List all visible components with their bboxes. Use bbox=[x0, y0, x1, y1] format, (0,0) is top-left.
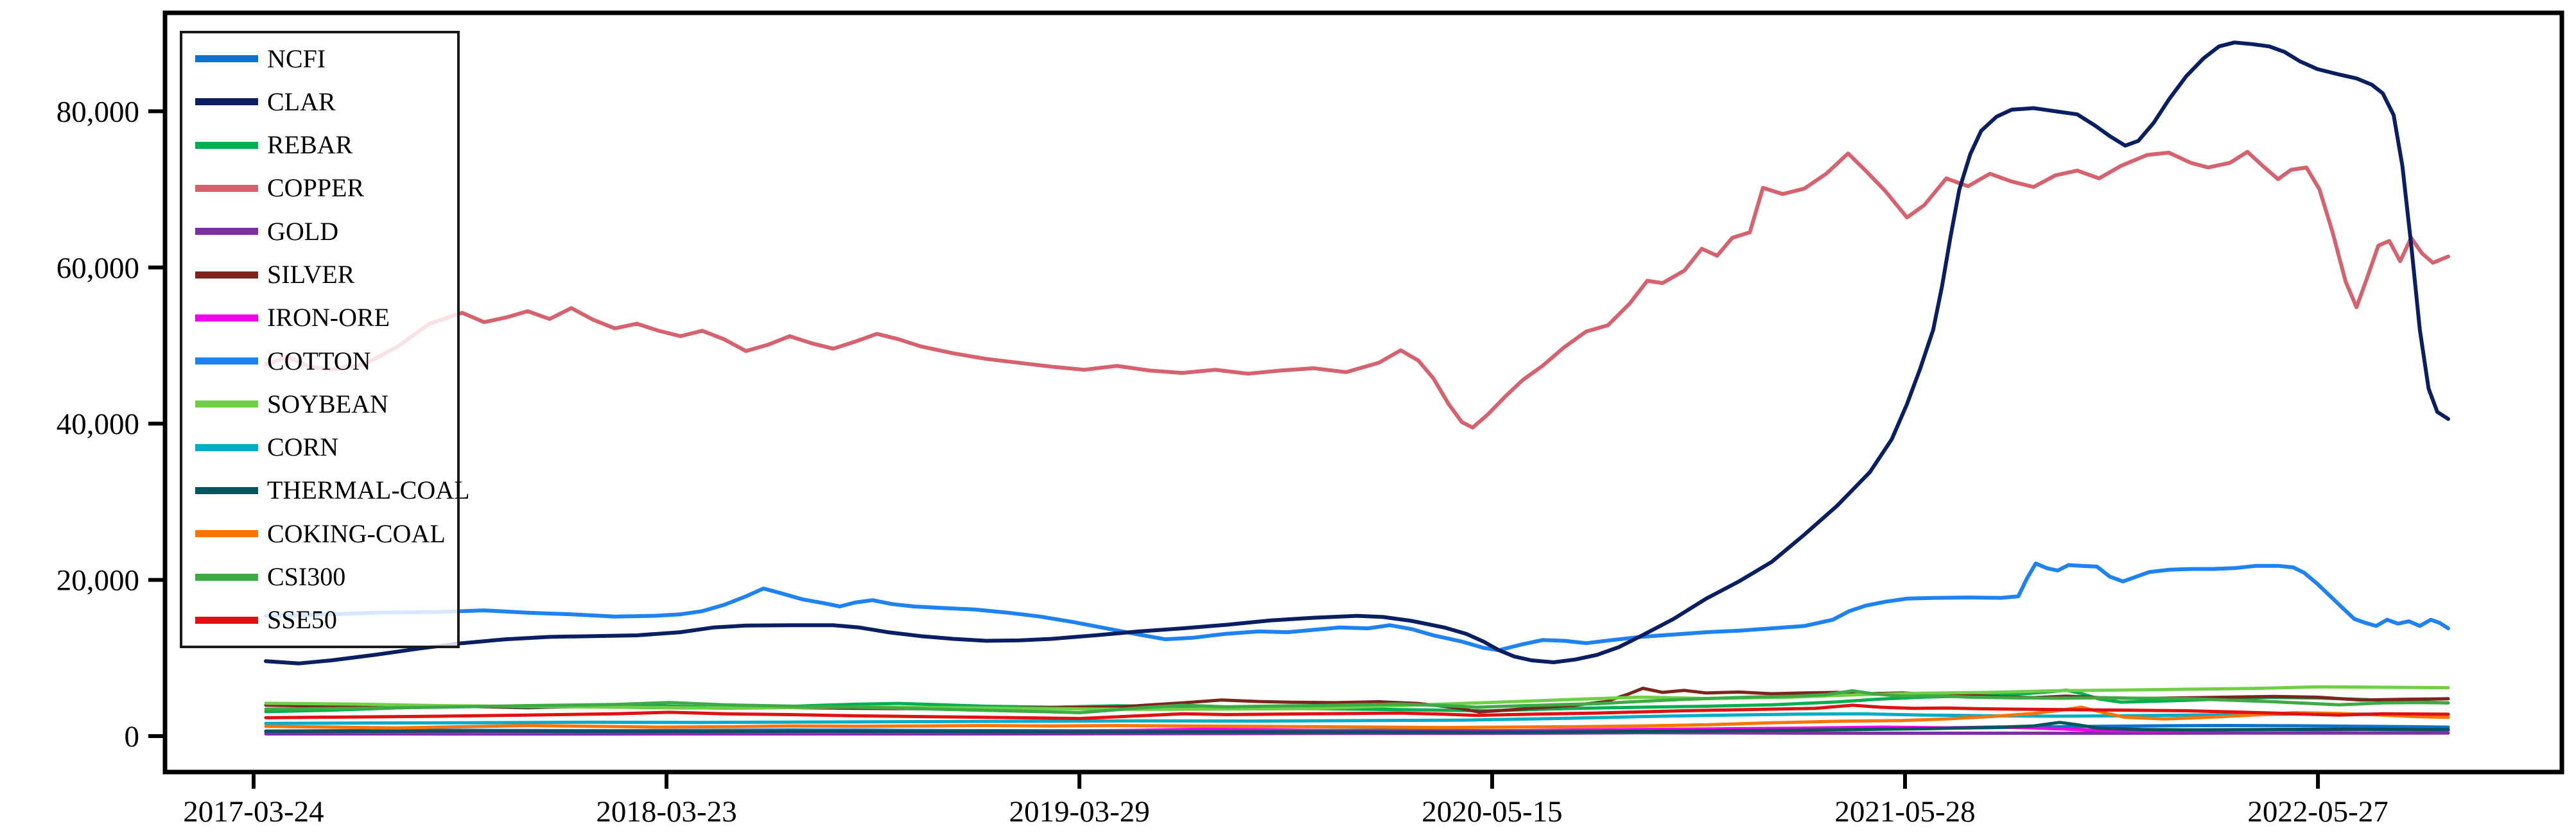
legend: NCFI CLAR REBAR COPPER GOLD SILVER IRON-ORE COT… bbox=[180, 31, 470, 648]
legend-label-soybean: SOYBEAN bbox=[267, 389, 388, 418]
legend-swatch-ncfi bbox=[195, 55, 258, 63]
legend-item-sse50: SSE50 bbox=[195, 599, 451, 640]
x-tick-label-1: 2018-03-23 bbox=[596, 795, 736, 829]
x-tick-label-5: 2022-05-27 bbox=[2247, 795, 2388, 829]
legend-item-iron-ore: IRON-ORE bbox=[195, 297, 451, 338]
legend-item-clar: CLAR bbox=[195, 82, 451, 123]
legend-label-copper: COPPER bbox=[267, 173, 365, 203]
legend-item-silver: SILVER bbox=[195, 254, 451, 295]
y-tick-label-1: 20,000 bbox=[57, 564, 139, 597]
y-tick-label-2: 40,000 bbox=[57, 408, 139, 441]
series-line-clar bbox=[264, 40, 2450, 666]
legend-item-gold: GOLD bbox=[195, 211, 451, 252]
legend-item-soybean: SOYBEAN bbox=[195, 384, 451, 425]
y-tick-label-3: 60,000 bbox=[57, 252, 139, 285]
legend-swatch-silver bbox=[195, 271, 258, 279]
legend-item-csi300: CSI300 bbox=[195, 556, 451, 597]
legend-item-coking-coal: COKING-COAL bbox=[195, 513, 451, 554]
x-tick-label-4: 2021-05-28 bbox=[1834, 795, 1975, 829]
legend-label-iron-ore: IRON-ORE bbox=[267, 303, 390, 332]
series-line-csi300 bbox=[264, 689, 2450, 714]
series-line-coking-coal bbox=[264, 705, 2450, 730]
legend-label-rebar: REBAR bbox=[267, 130, 353, 160]
legend-item-ncfi: NCFI bbox=[195, 39, 451, 80]
legend-swatch-clar bbox=[195, 98, 258, 106]
legend-item-rebar: REBAR bbox=[195, 125, 451, 166]
legend-label-thermal-coal: THERMAL-COAL bbox=[267, 476, 470, 505]
series-line-soybean bbox=[264, 685, 2450, 711]
legend-item-corn: CORN bbox=[195, 427, 451, 468]
legend-swatch-cotton bbox=[195, 357, 258, 365]
legend-label-csi300: CSI300 bbox=[267, 562, 346, 592]
x-tick-label-0: 2017-03-24 bbox=[183, 795, 324, 829]
x-tick-label-3: 2020-05-15 bbox=[1422, 795, 1562, 829]
legend-swatch-rebar bbox=[195, 141, 258, 149]
series-line-thermal-coal bbox=[264, 721, 2450, 734]
series-lines bbox=[264, 40, 2450, 736]
legend-swatch-gold bbox=[195, 228, 258, 236]
legend-swatch-copper bbox=[195, 184, 258, 192]
x-tick-label-2: 2019-03-29 bbox=[1009, 795, 1149, 829]
legend-item-thermal-coal: THERMAL-COAL bbox=[195, 470, 470, 511]
legend-label-clar: CLAR bbox=[267, 87, 336, 116]
series-line-sse50 bbox=[264, 703, 2450, 721]
legend-swatch-soybean bbox=[195, 400, 258, 408]
plot-border bbox=[162, 10, 2564, 775]
axes: 2017-03-24 2018-03-23 2019-03-29 2020-05-15… bbox=[57, 10, 2564, 829]
legend-swatch-sse50 bbox=[195, 616, 258, 624]
legend-swatch-coking-coal bbox=[195, 530, 258, 538]
legend-label-cotton: COTTON bbox=[267, 346, 371, 375]
legend-label-sse50: SSE50 bbox=[267, 605, 337, 635]
legend-label-ncfi: NCFI bbox=[267, 44, 326, 73]
legend-swatch-corn bbox=[195, 443, 258, 451]
series-line-cotton bbox=[264, 562, 2450, 653]
legend-label-silver: SILVER bbox=[267, 260, 355, 289]
legend-label-coking-coal: COKING-COAL bbox=[267, 519, 446, 548]
series-line-copper bbox=[264, 150, 2450, 430]
y-tick-label-4: 80,000 bbox=[57, 95, 139, 128]
legend-label-gold: GOLD bbox=[267, 216, 339, 246]
legend-item-copper: COPPER bbox=[195, 167, 451, 209]
legend-label-corn: CORN bbox=[267, 433, 339, 462]
legend-item-cotton: COTTON bbox=[195, 341, 451, 382]
legend-swatch-iron-ore bbox=[195, 314, 258, 322]
y-tick-label-0: 0 bbox=[125, 720, 140, 753]
legend-swatch-thermal-coal bbox=[195, 486, 258, 494]
series-line-corn bbox=[264, 712, 2450, 725]
legend-swatch-csi300 bbox=[195, 573, 258, 581]
